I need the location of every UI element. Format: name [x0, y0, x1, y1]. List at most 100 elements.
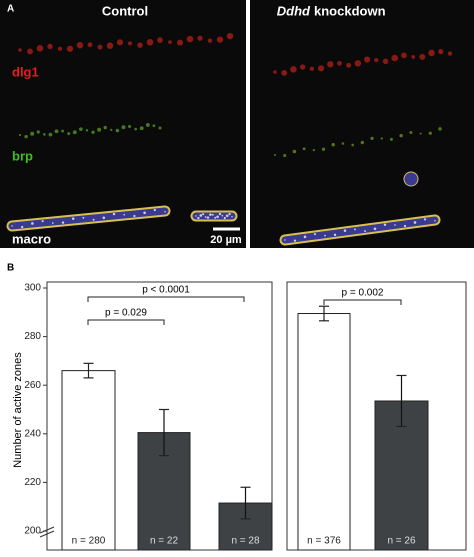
signal-dot	[133, 214, 136, 218]
signal-dot	[67, 132, 71, 136]
signal-dot	[364, 230, 366, 233]
macro-outline	[403, 171, 419, 187]
bar	[297, 313, 351, 551]
signal-dot	[204, 216, 207, 218]
signal-dot	[327, 61, 334, 68]
signal-dot	[143, 211, 146, 215]
signal-dot	[216, 36, 224, 43]
signal-dot	[312, 148, 315, 152]
signal-dot	[370, 136, 374, 141]
signal-dot	[168, 40, 172, 45]
signal-dot	[309, 66, 314, 71]
signal-dot	[390, 137, 393, 141]
n-label: n = 376	[307, 536, 341, 547]
signal-dot	[199, 214, 203, 217]
signal-dot	[54, 129, 59, 134]
signal-dot	[438, 49, 444, 55]
y-tick-label: 280	[24, 331, 41, 342]
signal-dot	[11, 225, 13, 227]
signal-dot	[97, 44, 103, 50]
signal-dot	[18, 133, 22, 137]
signal-dot	[72, 130, 77, 135]
signal-dot	[61, 129, 65, 133]
signal-dot	[303, 235, 307, 239]
signal-dot	[139, 126, 144, 131]
signal-dot	[292, 149, 297, 154]
significance-bracket	[87, 319, 165, 325]
signal-dot	[153, 208, 156, 212]
signal-dot	[92, 218, 95, 221]
channel-label: brp	[12, 148, 33, 163]
signal-dot	[346, 62, 352, 68]
signal-dot	[221, 214, 224, 217]
signal-dot	[41, 220, 44, 223]
signal-dot	[115, 128, 120, 133]
signal-dot	[447, 51, 453, 56]
signal-dot	[106, 42, 114, 49]
signal-dot	[274, 154, 276, 156]
microscopy-signal	[6, 32, 453, 246]
knockdown-title: knockdown	[314, 3, 386, 18]
signal-dot	[51, 222, 54, 224]
signal-dot	[333, 233, 337, 237]
signal-dot	[438, 127, 442, 131]
n-label: n = 26	[387, 536, 416, 547]
signal-dot	[413, 221, 417, 224]
signal-dot	[324, 234, 326, 237]
p-value: p = 0.002	[342, 288, 384, 299]
signal-dot	[281, 70, 288, 76]
signal-dot	[71, 217, 75, 220]
signal-dot	[110, 128, 113, 131]
signal-dot	[293, 239, 297, 242]
signal-dot	[103, 125, 107, 130]
signal-dot	[177, 39, 183, 46]
signal-dot	[364, 56, 371, 63]
p-value: p = 0.029	[105, 308, 147, 319]
signal-dot	[284, 239, 286, 241]
signal-dot	[24, 134, 28, 139]
signal-dot	[57, 46, 63, 51]
y-tick-label: 260	[24, 380, 41, 391]
signal-dot	[223, 216, 226, 220]
signal-dot	[428, 49, 435, 57]
signal-dot	[391, 54, 399, 62]
signal-dot	[321, 147, 326, 151]
signal-dot	[228, 212, 231, 216]
macro-core	[281, 216, 439, 244]
signal-dot	[360, 140, 365, 145]
control-title: Control	[102, 3, 148, 18]
signal-dot	[216, 215, 219, 219]
signal-dot	[394, 224, 396, 226]
signal-dot	[27, 48, 33, 55]
signal-dot	[91, 130, 95, 134]
signal-dot	[273, 70, 277, 74]
signal-dot	[373, 227, 377, 231]
signal-dot	[299, 64, 306, 70]
signal-dot	[134, 127, 137, 131]
signal-dot	[337, 61, 342, 66]
signal-dot	[423, 218, 427, 221]
signal-dot	[206, 216, 210, 219]
signal-dot	[211, 213, 214, 216]
signal-dot	[343, 229, 347, 232]
signal-dot	[82, 216, 85, 219]
signal-dot	[341, 142, 345, 145]
n-label: n = 280	[72, 536, 106, 547]
signal-dot	[202, 213, 205, 216]
signal-dot	[97, 127, 102, 132]
signal-dot	[428, 131, 432, 135]
signal-dot	[214, 216, 217, 219]
channel-label: dlg1	[12, 64, 39, 79]
signal-dot	[102, 216, 106, 220]
signal-dot	[383, 223, 387, 226]
significance-bracket	[87, 296, 245, 302]
p-value: p < 0.0001	[142, 285, 190, 296]
signal-dot	[157, 37, 163, 43]
signal-dot	[207, 38, 213, 43]
signal-dot	[31, 222, 34, 225]
knockdown-image	[250, 0, 474, 248]
signal-dot	[66, 45, 74, 52]
axis-break	[39, 526, 55, 538]
signal-dot	[419, 132, 422, 135]
